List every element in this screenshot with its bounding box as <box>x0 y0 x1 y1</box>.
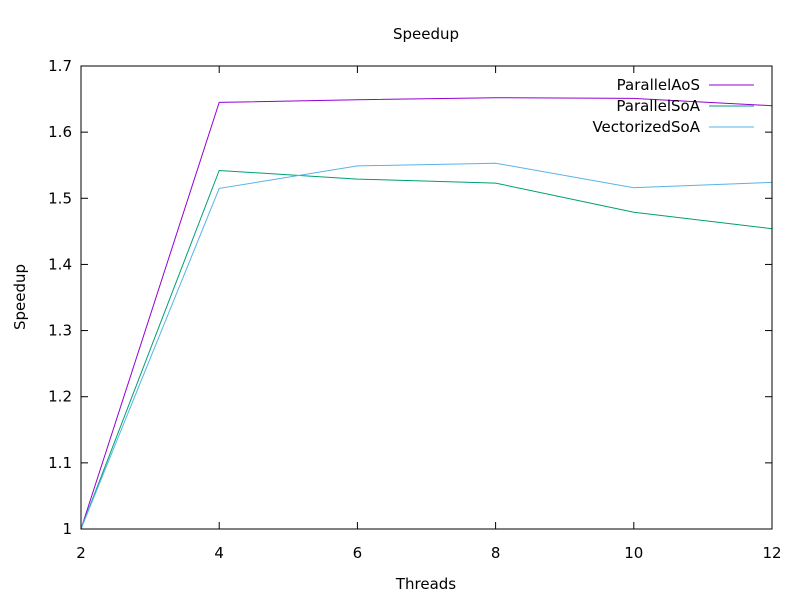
series-lines <box>80 97 773 530</box>
y-tick-label: 1.2 <box>48 388 72 406</box>
series-line-parallelsoa <box>80 169 773 530</box>
y-tick-label: 1.7 <box>48 57 72 75</box>
y-axis-label: Speedup <box>11 264 29 330</box>
y-tick-label: 1.6 <box>48 123 72 141</box>
x-tick-label: 12 <box>762 544 781 562</box>
plot-frame <box>80 65 773 530</box>
y-tick-label: 1 <box>62 520 72 538</box>
legend-label: ParallelAoS <box>617 76 700 94</box>
legend-label: ParallelSoA <box>616 97 700 115</box>
x-tick-label: 6 <box>353 544 363 562</box>
x-tick-label: 8 <box>491 544 501 562</box>
x-tick-label: 2 <box>76 544 86 562</box>
y-tick-label: 1.1 <box>48 454 72 472</box>
y-tick-label: 1.3 <box>48 322 72 340</box>
x-tick-label: 4 <box>214 544 224 562</box>
chart-title: Speedup <box>393 25 459 43</box>
legend: ParallelAoS ParallelSoA VectorizedSoA <box>592 76 754 136</box>
y-tick-label: 1.4 <box>48 255 72 273</box>
x-axis-label: Threads <box>395 575 456 593</box>
axis-ticks: 2 4 6 8 10 12 1 1.1 1.2 1.3 1.4 1.5 1.6 1.7 <box>48 57 781 562</box>
y-tick-label: 1.5 <box>48 189 72 207</box>
x-tick-label: 10 <box>624 544 643 562</box>
series-line-parallelaos <box>80 97 773 530</box>
series-line-vectorizedsoa <box>80 162 773 530</box>
legend-label: VectorizedSoA <box>592 118 700 136</box>
